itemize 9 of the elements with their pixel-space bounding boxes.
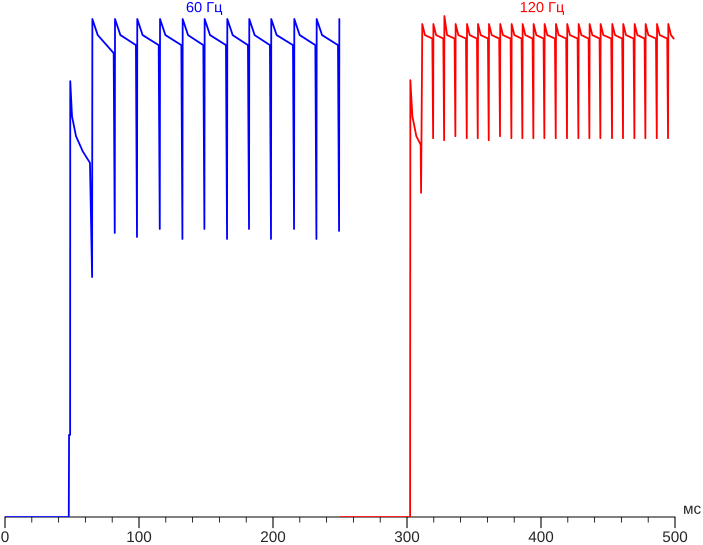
- x-tick-label: 0: [1, 531, 9, 542]
- x-tick-label: 400: [528, 531, 554, 542]
- series-label: 120 Гц: [520, 2, 564, 16]
- x-tick-label: 500: [662, 531, 688, 542]
- x-tick-label: 300: [394, 531, 420, 542]
- x-axis-title: мс: [684, 506, 701, 514]
- series-label: 60 Гц: [186, 2, 222, 16]
- x-tick-label: 100: [127, 531, 152, 542]
- x-tick-label: 200: [261, 531, 286, 542]
